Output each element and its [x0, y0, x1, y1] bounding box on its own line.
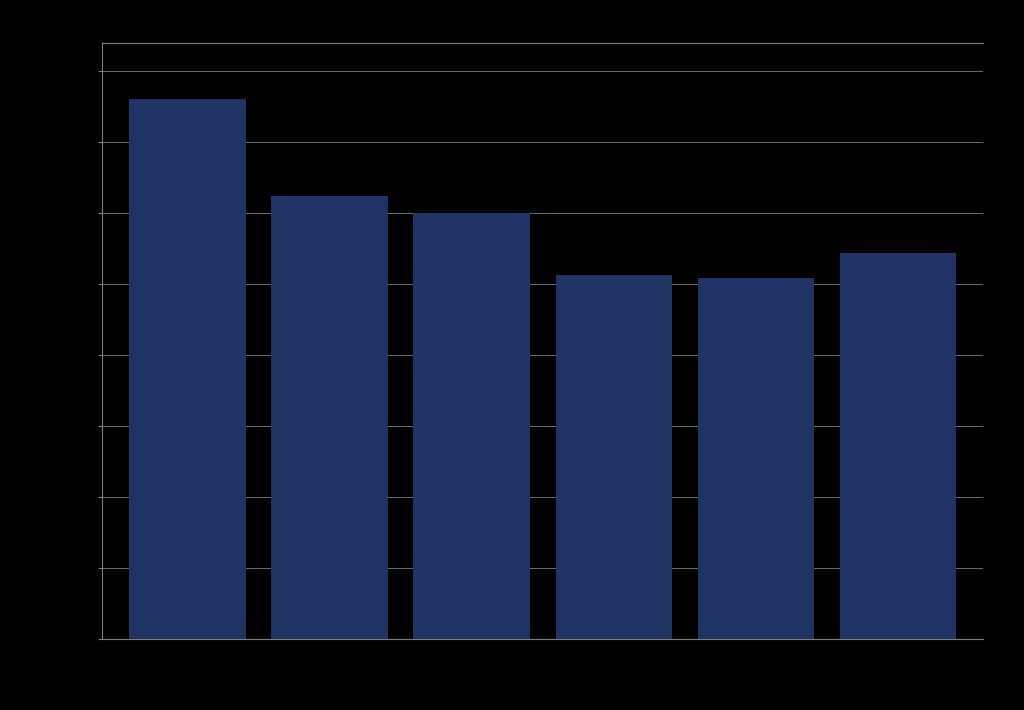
Bar	[555, 275, 672, 639]
Bar	[414, 213, 530, 639]
Bar	[840, 253, 956, 639]
Bar	[697, 278, 814, 639]
Bar	[271, 196, 388, 639]
Bar	[129, 99, 246, 639]
